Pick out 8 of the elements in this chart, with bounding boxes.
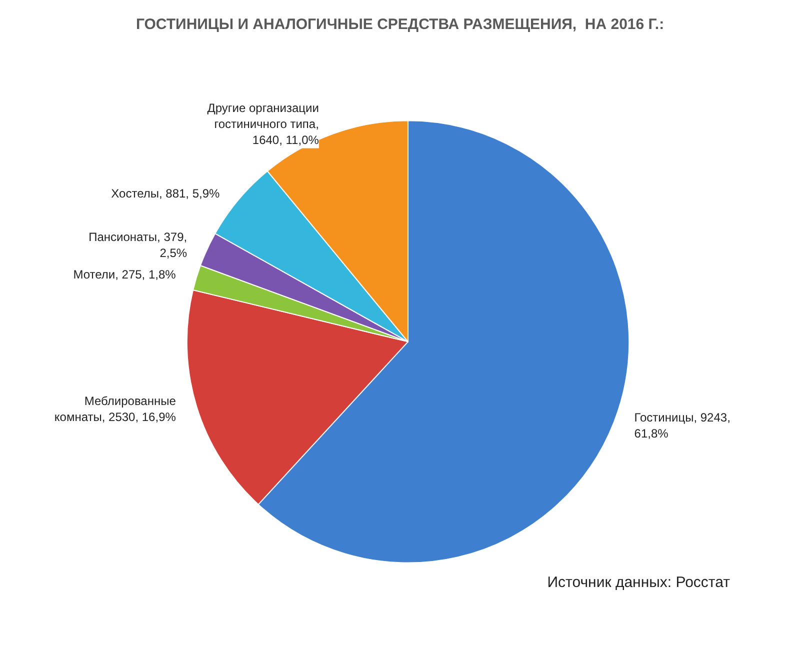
slice-label: Пансионаты, 379, 2,5% xyxy=(88,230,188,260)
slice-label: Другие организации гостиничного типа, 1640, 11,0% xyxy=(207,101,320,148)
slice-label: Хостелы, 881, 5,9% xyxy=(111,186,220,200)
slice-label: Мотели, 275, 1,8% xyxy=(73,268,176,282)
slice-label: Гостиницы, 9243, 61,8% xyxy=(634,410,730,441)
slice-label: Меблированные комнаты, 2530, 16,9% xyxy=(54,394,176,424)
chart-title: ГОСТИНИЦЫ И АНАЛОГИЧНЫЕ СРЕДСТВА РАЗМЕЩЕНИЯ, НА 2016 Г.: xyxy=(136,16,664,33)
text: Источник данных: Росстат xyxy=(547,574,730,591)
